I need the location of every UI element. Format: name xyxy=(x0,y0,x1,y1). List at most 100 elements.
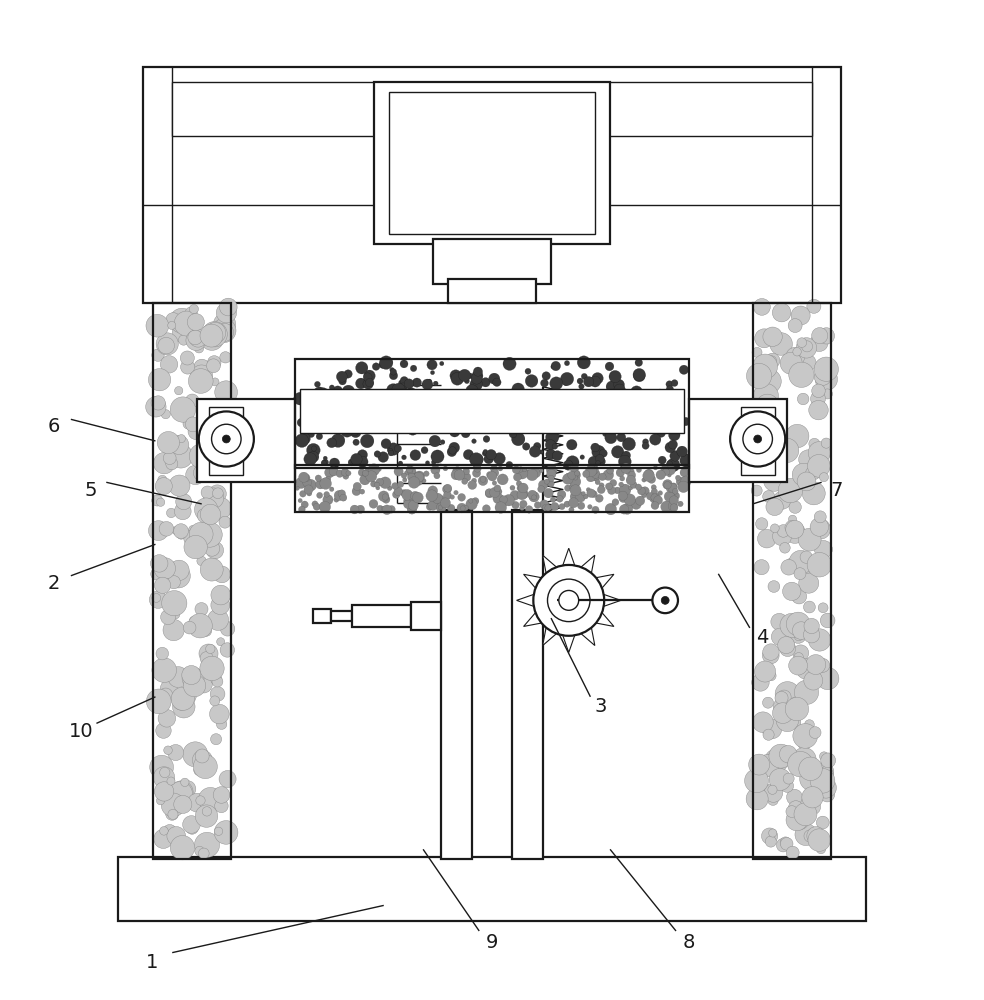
Circle shape xyxy=(777,690,791,704)
Circle shape xyxy=(609,370,621,383)
Circle shape xyxy=(172,695,195,718)
Circle shape xyxy=(201,625,212,636)
Circle shape xyxy=(395,395,400,401)
Circle shape xyxy=(807,552,831,577)
Circle shape xyxy=(678,501,683,507)
Circle shape xyxy=(545,431,559,444)
Circle shape xyxy=(486,403,497,414)
Circle shape xyxy=(171,687,195,710)
Circle shape xyxy=(408,477,420,488)
Circle shape xyxy=(786,558,795,567)
Circle shape xyxy=(400,360,408,368)
Circle shape xyxy=(355,378,366,389)
Circle shape xyxy=(202,807,212,816)
Circle shape xyxy=(157,475,167,484)
Circle shape xyxy=(775,778,784,787)
Circle shape xyxy=(637,467,642,472)
Circle shape xyxy=(382,403,395,416)
Circle shape xyxy=(788,809,810,830)
Circle shape xyxy=(785,424,809,448)
Circle shape xyxy=(561,418,567,424)
Circle shape xyxy=(756,366,769,379)
Circle shape xyxy=(808,467,821,480)
Circle shape xyxy=(360,474,370,485)
Circle shape xyxy=(588,456,599,468)
Circle shape xyxy=(414,471,425,482)
Circle shape xyxy=(431,465,440,475)
Circle shape xyxy=(619,484,631,496)
Circle shape xyxy=(376,396,387,407)
Circle shape xyxy=(497,414,502,418)
Circle shape xyxy=(443,466,448,471)
Circle shape xyxy=(183,675,206,697)
Circle shape xyxy=(166,313,181,327)
Circle shape xyxy=(641,395,651,405)
Circle shape xyxy=(489,373,500,384)
Circle shape xyxy=(589,376,600,387)
Circle shape xyxy=(636,484,642,490)
Bar xyxy=(433,239,551,284)
Circle shape xyxy=(678,481,689,493)
Circle shape xyxy=(219,516,231,528)
Circle shape xyxy=(539,469,543,473)
Circle shape xyxy=(649,493,660,503)
Circle shape xyxy=(216,441,234,458)
Circle shape xyxy=(754,560,769,575)
Circle shape xyxy=(622,451,631,460)
Circle shape xyxy=(648,407,662,421)
Circle shape xyxy=(596,457,605,466)
Circle shape xyxy=(163,619,184,641)
Circle shape xyxy=(191,365,213,387)
Circle shape xyxy=(195,805,217,827)
Circle shape xyxy=(404,471,409,475)
Circle shape xyxy=(666,402,679,416)
Circle shape xyxy=(338,396,350,408)
Circle shape xyxy=(486,449,496,460)
Circle shape xyxy=(315,406,329,420)
Circle shape xyxy=(589,465,598,474)
Circle shape xyxy=(793,724,818,748)
Circle shape xyxy=(212,676,223,687)
Circle shape xyxy=(745,769,769,793)
Circle shape xyxy=(200,656,224,681)
Circle shape xyxy=(448,504,455,512)
Circle shape xyxy=(468,499,473,503)
Circle shape xyxy=(186,465,205,485)
Circle shape xyxy=(220,643,234,657)
Circle shape xyxy=(804,489,812,497)
Circle shape xyxy=(209,416,217,426)
Circle shape xyxy=(780,779,793,792)
Circle shape xyxy=(194,359,210,375)
Circle shape xyxy=(804,830,817,842)
Circle shape xyxy=(747,363,771,389)
Circle shape xyxy=(407,424,418,435)
Circle shape xyxy=(453,467,462,476)
Circle shape xyxy=(788,319,802,333)
Circle shape xyxy=(174,387,183,395)
Circle shape xyxy=(764,784,782,802)
Bar xyxy=(313,609,331,623)
Bar xyxy=(172,82,812,136)
Circle shape xyxy=(786,846,799,859)
Circle shape xyxy=(373,408,378,413)
Circle shape xyxy=(665,465,675,475)
Circle shape xyxy=(469,378,482,391)
Circle shape xyxy=(818,603,829,613)
Circle shape xyxy=(808,768,820,780)
Circle shape xyxy=(769,436,786,453)
Circle shape xyxy=(642,493,646,498)
Circle shape xyxy=(215,821,238,844)
Circle shape xyxy=(617,433,626,442)
Circle shape xyxy=(517,485,523,491)
Circle shape xyxy=(436,503,447,513)
Circle shape xyxy=(559,590,579,610)
Circle shape xyxy=(168,603,178,613)
Circle shape xyxy=(155,478,172,495)
Circle shape xyxy=(788,716,801,729)
Circle shape xyxy=(369,424,377,432)
Circle shape xyxy=(400,490,407,497)
Circle shape xyxy=(799,684,817,701)
Circle shape xyxy=(779,543,790,553)
Circle shape xyxy=(808,659,817,668)
Circle shape xyxy=(763,697,773,708)
